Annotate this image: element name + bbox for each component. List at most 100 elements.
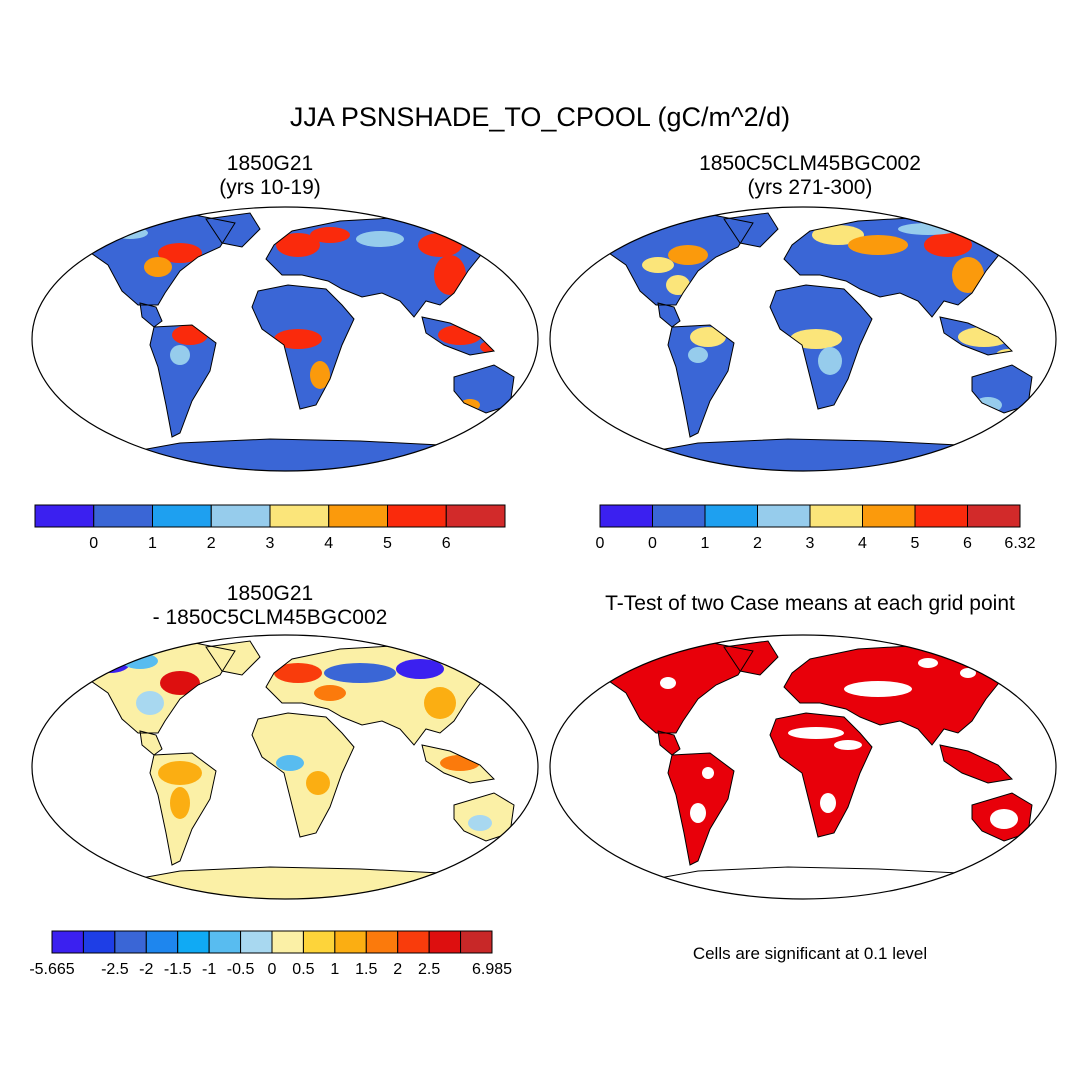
- value-patch: [274, 663, 322, 683]
- value-patch: [818, 347, 842, 375]
- coastline-centralAmerica: [139, 302, 163, 328]
- panel3-title-line1: 1850G21: [226, 582, 314, 605]
- value-patch: [158, 243, 202, 263]
- colorbar-tick-label: 6.32: [1004, 535, 1035, 552]
- value-patch: [418, 233, 462, 257]
- colorbar-tick-label: 2: [393, 961, 402, 978]
- coastline-africa: [251, 712, 355, 838]
- land-southAmerica: [150, 325, 216, 437]
- value-patch: [396, 659, 444, 679]
- colorbar-swatch: [967, 504, 1021, 528]
- value-patch: [314, 685, 346, 701]
- colorbar-swatch: [914, 504, 968, 528]
- value-patch: [690, 803, 706, 823]
- coastline-southAmerica: [667, 752, 735, 866]
- coastline-seAsia: [421, 316, 496, 356]
- colorbar-tick-label: 0: [596, 535, 605, 552]
- map-panel-difference: [31, 634, 539, 900]
- colorbar-tick-label: 5: [383, 535, 392, 552]
- value-patch: [788, 727, 844, 739]
- value-patch: [924, 233, 972, 257]
- colorbar-tick-label: 3: [266, 535, 275, 552]
- colorbar-tick-label: 6.985: [472, 961, 512, 978]
- coastline-eurasia: [783, 644, 1011, 746]
- coastline-northAmerica: [592, 214, 754, 306]
- coastline-australia: [453, 364, 515, 414]
- value-patch: [702, 767, 714, 779]
- panel2-title: 1850C5CLM45BGC002 (yrs 271-300): [640, 152, 980, 200]
- value-patch: [170, 787, 190, 819]
- value-patch: [276, 755, 304, 771]
- colorbar-swatch: [652, 504, 706, 528]
- map-panel-1850C5CLM45BGC002: [549, 206, 1057, 472]
- figure-title: JJA PSNSHADE_TO_CPOOL (gC/m^2/d): [289, 102, 791, 132]
- coastline-eurasia: [783, 216, 1011, 318]
- colorbar-tick-label: 4: [858, 535, 867, 552]
- colorbar-tick-label: -0.5: [227, 961, 255, 978]
- colorbar-tick-label: -1.5: [164, 961, 192, 978]
- colorbar-swatch: [240, 930, 273, 954]
- map-border: [549, 206, 1057, 472]
- value-patch: [688, 347, 708, 363]
- panel4-title: T-Test of two Case means at each grid po…: [605, 592, 1015, 615]
- colorbar-tick-label: 0.5: [292, 961, 314, 978]
- coastline-greenland: [723, 212, 779, 248]
- map-border: [31, 206, 539, 472]
- value-patch: [324, 663, 396, 683]
- colorbar-tick-label: 1: [701, 535, 710, 552]
- panel1-title: 1850G21 (yrs 10-19): [120, 152, 420, 200]
- colorbar-swatch: [704, 504, 758, 528]
- colorbar-tick-label: -2.5: [101, 961, 129, 978]
- colorbar-panel-3: -5.665 -2.5 -2 -1.5 -1 -0.5 0 0.5 1 1.5 2 2.5 6.985: [29, 930, 512, 978]
- colorbar-swatch: [387, 504, 447, 528]
- land-southAmerica: [668, 325, 734, 437]
- value-patch: [468, 815, 492, 831]
- colorbar-swatch: [365, 930, 399, 954]
- map-border: [549, 634, 1057, 900]
- colorbar-tick-label: 4: [324, 535, 333, 552]
- value-patch: [660, 677, 676, 689]
- coastline-southAmerica: [667, 324, 735, 438]
- colorbar-tick-label: 2: [207, 535, 216, 552]
- coastline-eurasia: [265, 216, 493, 318]
- colorbar-swatch: [93, 504, 153, 528]
- value-patch: [960, 668, 976, 678]
- value-patch: [90, 653, 130, 673]
- colorbar-tick-label: 1: [330, 961, 339, 978]
- panel1-title-line2: (yrs 10-19): [219, 176, 321, 200]
- coastline-centralAmerica: [657, 730, 681, 756]
- colorbar-swatch: [809, 504, 863, 528]
- colorbar-swatch: [862, 504, 916, 528]
- value-patch: [834, 740, 862, 750]
- coastline-africa: [251, 284, 355, 410]
- colorbar-tick-label: 6: [442, 535, 451, 552]
- colorbar-tick-label: 1.5: [355, 961, 377, 978]
- colorbar-tick-label: -2: [139, 961, 153, 978]
- panel3-title: 1850G21 - 1850C5CLM45BGC002: [100, 582, 440, 630]
- value-patch: [690, 327, 726, 347]
- value-patch: [918, 658, 938, 668]
- colorbar-swatch: [208, 930, 242, 954]
- colorbar-panel-1: 0 1 2 3 4 5 6: [34, 504, 506, 552]
- colorbar-swatch: [177, 930, 210, 954]
- value-patch: [144, 257, 172, 277]
- panel1-title-line1: 1850G21: [226, 152, 314, 175]
- colorbar-swatch: [152, 504, 212, 528]
- coastline-northAmerica: [592, 642, 754, 734]
- colorbar-swatch: [271, 930, 304, 954]
- colorbar-tick-label: 2.5: [418, 961, 440, 978]
- coastline-australia: [971, 364, 1033, 414]
- coastline-australia: [453, 792, 515, 842]
- value-patch: [790, 329, 842, 349]
- value-patch: [356, 231, 404, 247]
- colorbar-swatch: [114, 930, 147, 954]
- coastline-northAmerica: [74, 214, 236, 306]
- colorbar-swatch: [445, 504, 506, 528]
- colorbar-tick-label: 0: [89, 535, 98, 552]
- map-panel-t-test: [549, 634, 1057, 900]
- colorbar-tick-label: -5.665: [29, 961, 74, 978]
- value-patch: [274, 329, 322, 349]
- colorbar-swatch: [599, 504, 653, 528]
- colorbar-tick-label: 3: [806, 535, 815, 552]
- colorbar-swatch: [51, 930, 84, 954]
